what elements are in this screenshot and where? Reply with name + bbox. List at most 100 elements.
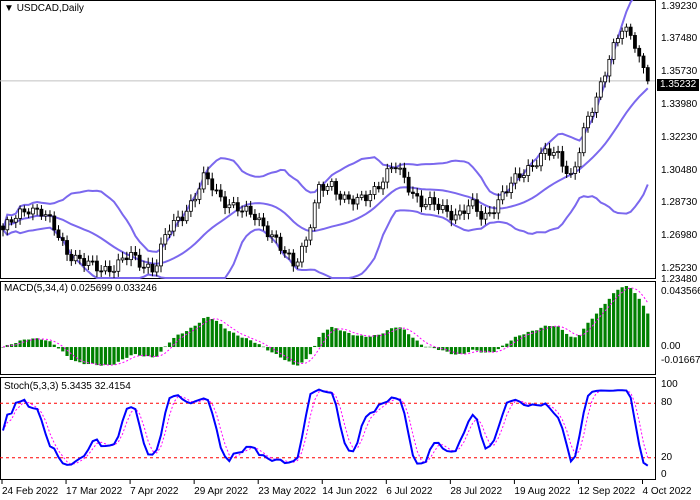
macd-bar — [103, 347, 108, 365]
macd-bar — [547, 326, 552, 348]
candle — [487, 212, 492, 215]
candle — [338, 193, 343, 200]
macd-bar — [389, 328, 394, 348]
symbol-label: USDCAD,Daily — [16, 3, 84, 14]
price-axis-label: 1.32230 — [661, 131, 698, 143]
candle — [154, 265, 159, 273]
price-axis-label: 1.30480 — [661, 164, 698, 176]
price-axis-label: 1.35730 — [661, 66, 698, 78]
candle — [415, 193, 420, 197]
candle — [500, 191, 505, 201]
macd-bar — [577, 334, 582, 348]
candle — [35, 207, 40, 210]
price-axis-label: 1.26980 — [661, 230, 698, 242]
candle — [564, 165, 569, 174]
macd-bar — [283, 347, 287, 361]
candle — [479, 211, 484, 220]
candle — [184, 210, 189, 222]
macd-bar — [150, 347, 155, 358]
macd-bar — [167, 342, 172, 348]
macd-bar — [253, 342, 257, 348]
macd-bar — [637, 298, 641, 348]
candle — [86, 260, 91, 266]
macd-bar — [296, 347, 300, 366]
candle — [598, 81, 603, 98]
macd-bar — [513, 336, 517, 348]
candle — [389, 167, 394, 170]
macd-axis-min: -0.016673 — [661, 355, 700, 366]
candle — [428, 197, 432, 205]
candle — [359, 194, 364, 198]
macd-bar — [466, 347, 471, 353]
candle — [5, 219, 10, 231]
macd-bar — [172, 337, 176, 348]
macd-bar — [330, 326, 334, 348]
candle — [411, 191, 415, 194]
candle — [633, 35, 637, 49]
macd-bar — [73, 347, 78, 362]
candle — [445, 205, 449, 212]
macd-bar — [219, 323, 223, 348]
candle — [603, 75, 607, 83]
candle — [90, 260, 95, 263]
candle — [167, 230, 172, 236]
macd-bar — [82, 347, 86, 365]
macd-bar — [155, 347, 159, 357]
macd-bar — [462, 347, 466, 354]
macd-bar — [500, 345, 505, 348]
candle — [218, 189, 223, 198]
macd-bar — [185, 331, 189, 348]
candle — [235, 202, 240, 212]
macd-label: MACD(5,34,4) 0.025699 0.033246 — [4, 283, 157, 294]
macd-bar — [569, 336, 573, 348]
candle — [534, 165, 539, 168]
candle — [197, 188, 202, 200]
macd-bar — [223, 328, 227, 348]
candle — [150, 263, 155, 273]
candle — [381, 181, 385, 190]
candle — [244, 205, 249, 212]
stoch-axis-0: 0 — [661, 469, 667, 480]
macd-bar — [65, 347, 69, 356]
macd-bar — [129, 347, 133, 356]
macd-bar — [39, 339, 44, 348]
macd-bar — [407, 334, 411, 348]
macd-bar — [249, 340, 253, 348]
main-panel-frame — [0, 0, 656, 279]
macd-bar — [603, 303, 607, 348]
price-axis-label: 1.37480 — [661, 33, 698, 45]
candle — [112, 270, 116, 273]
macd-bar — [78, 347, 82, 363]
macd-bar — [197, 322, 202, 348]
candle — [355, 197, 360, 205]
macd-bar — [385, 330, 389, 348]
dropdown-triangle-icon[interactable]: ▼ — [4, 3, 14, 14]
candle — [223, 196, 227, 209]
candle — [69, 253, 74, 262]
candle — [73, 254, 78, 262]
symbol-title[interactable]: ▼ USDCAD,Daily — [4, 3, 84, 15]
macd-bar — [112, 347, 116, 365]
bollinger-upper-line — [2, 0, 634, 253]
macd-bar — [573, 337, 577, 348]
stoch-axis-100: 100 — [661, 379, 678, 390]
candle — [1, 225, 5, 231]
macd-bar — [372, 335, 377, 348]
candle — [641, 55, 646, 69]
macd-bar — [27, 339, 31, 348]
candle — [573, 166, 578, 174]
macd-bar — [125, 347, 129, 358]
candle — [586, 115, 590, 129]
macd-bar — [522, 334, 526, 348]
candle — [48, 214, 52, 217]
candle — [291, 252, 296, 267]
date-axis-label: 4 Oct 2022 — [642, 486, 692, 497]
candle — [470, 199, 475, 207]
macd-bar — [142, 347, 146, 357]
date-axis-label: 29 Apr 2022 — [194, 486, 249, 497]
macd-bar — [530, 330, 535, 348]
candle — [334, 181, 338, 195]
candle — [432, 197, 437, 205]
candle — [560, 151, 565, 167]
candle — [22, 208, 27, 213]
